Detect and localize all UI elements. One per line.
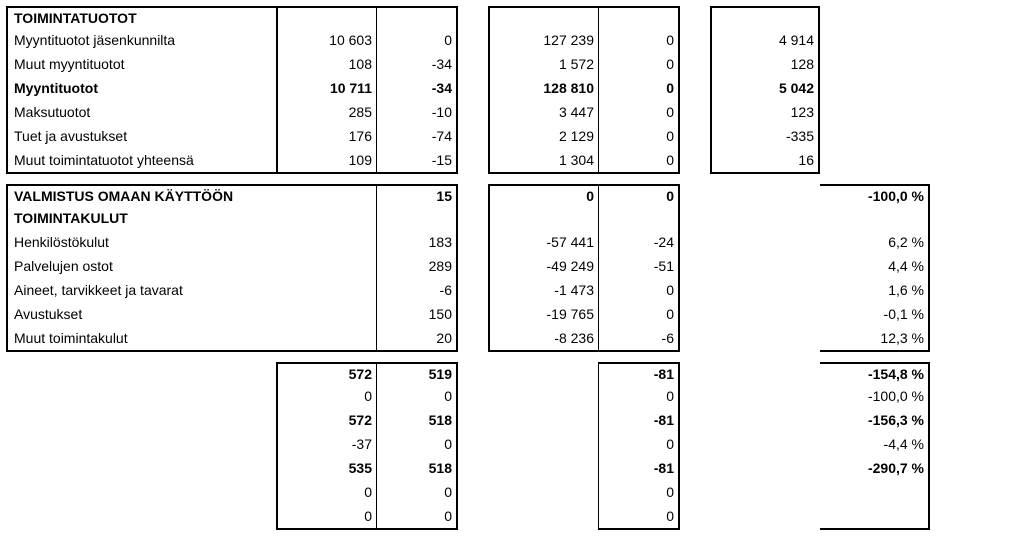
cell: -290,7 % <box>820 458 930 482</box>
section-header: VALMISTUS OMAAN KÄYTTÖÖN <box>6 184 276 208</box>
cell: 285 <box>276 102 376 126</box>
cell: 0 <box>598 434 680 458</box>
cell: -49 249 <box>488 256 598 280</box>
row-label: Maksutuotot <box>6 102 276 126</box>
row-label: Myyntituotot <box>6 78 276 102</box>
cell: 10 603 <box>276 30 376 54</box>
row-label: Myyntituotot jäsenkunnilta <box>6 30 276 54</box>
cell: 123 <box>710 102 820 126</box>
cell: -81 <box>598 362 680 386</box>
cell: 535 <box>276 458 376 482</box>
cell: -335 <box>710 126 820 150</box>
cell: 0 <box>376 482 458 506</box>
cell: -57 441 <box>488 232 598 256</box>
cell: 519 <box>376 362 458 386</box>
row-label: Henkilöstökulut <box>6 232 276 256</box>
cell: 0 <box>598 102 680 126</box>
cell: 5 042 <box>710 78 820 102</box>
cell: -19 765 <box>488 304 598 328</box>
cell: 0 <box>376 434 458 458</box>
row-label: Palvelujen ostot <box>6 256 276 280</box>
cell: 128 <box>710 54 820 78</box>
cell: 289 <box>376 256 458 280</box>
cell: 108 <box>276 54 376 78</box>
cell <box>820 506 930 530</box>
cell: -34 <box>376 54 458 78</box>
cell: -10 <box>376 102 458 126</box>
financial-table: TOIMINTATUOTOTMyyntituotot jäsenkunnilta… <box>6 6 1018 530</box>
cell: -6 <box>598 328 680 352</box>
cell: -100,0 % <box>820 386 930 410</box>
cell: -74 <box>376 126 458 150</box>
cell: 0 <box>598 54 680 78</box>
row-label: Muut myyntituotot <box>6 54 276 78</box>
cell: 0 <box>276 386 376 410</box>
cell: 0 <box>276 506 376 530</box>
cell: 0 <box>598 30 680 54</box>
cell: 127 239 <box>488 30 598 54</box>
cell: 20 <box>376 328 458 352</box>
cell: 4,4 % <box>820 256 930 280</box>
cell: 2 129 <box>488 126 598 150</box>
cell: 150 <box>376 304 458 328</box>
cell: 176 <box>276 126 376 150</box>
cell: 0 <box>598 150 680 174</box>
row-label: Avustukset <box>6 304 276 328</box>
cell: -0,1 % <box>820 304 930 328</box>
section-header: TOIMINTATUOTOT <box>6 6 276 30</box>
cell: 1 304 <box>488 150 598 174</box>
cell: -34 <box>376 78 458 102</box>
cell: 0 <box>598 78 680 102</box>
cell: -6 <box>376 280 458 304</box>
cell: 3 447 <box>488 102 598 126</box>
cell <box>820 482 930 506</box>
row-label: Tuet ja avustukset <box>6 126 276 150</box>
cell: 1,6 % <box>820 280 930 304</box>
cell: 0 <box>598 386 680 410</box>
cell: 0 <box>598 126 680 150</box>
cell: -8 236 <box>488 328 598 352</box>
cell: -81 <box>598 410 680 434</box>
cell: 0 <box>276 482 376 506</box>
cell: -37 <box>276 434 376 458</box>
cell: 0 <box>598 184 680 208</box>
cell: 109 <box>276 150 376 174</box>
cell: 1 572 <box>488 54 598 78</box>
cell: 12,3 % <box>820 328 930 352</box>
cell: 0 <box>598 280 680 304</box>
cell: 0 <box>598 482 680 506</box>
cell: -24 <box>598 232 680 256</box>
cell: -15 <box>376 150 458 174</box>
cell: 572 <box>276 410 376 434</box>
cell: 0 <box>488 184 598 208</box>
cell: 10 711 <box>276 78 376 102</box>
cell: 0 <box>376 386 458 410</box>
cell: -4,4 % <box>820 434 930 458</box>
cell: -154,8 % <box>820 362 930 386</box>
cell: 128 810 <box>488 78 598 102</box>
cell: 518 <box>376 410 458 434</box>
row-label: Aineet, tarvikkeet ja tavarat <box>6 280 276 304</box>
row-label: Muut toimintakulut <box>6 328 276 352</box>
cell: 0 <box>376 30 458 54</box>
cell: -51 <box>598 256 680 280</box>
cell: 6,2 % <box>820 232 930 256</box>
cell: 16 <box>710 150 820 174</box>
cell: 183 <box>376 232 458 256</box>
cell: -81 <box>598 458 680 482</box>
cell: 0 <box>598 304 680 328</box>
cell: 518 <box>376 458 458 482</box>
cell: -100,0 % <box>820 184 930 208</box>
cell: -1 473 <box>488 280 598 304</box>
cell: 572 <box>276 362 376 386</box>
cell: 0 <box>598 506 680 530</box>
cell: 15 <box>376 184 458 208</box>
cell: 0 <box>376 506 458 530</box>
section-subheader: TOIMINTAKULUT <box>6 208 276 232</box>
cell: -156,3 % <box>820 410 930 434</box>
row-label: Muut toimintatuotot yhteensä <box>6 150 276 174</box>
cell: 4 914 <box>710 30 820 54</box>
